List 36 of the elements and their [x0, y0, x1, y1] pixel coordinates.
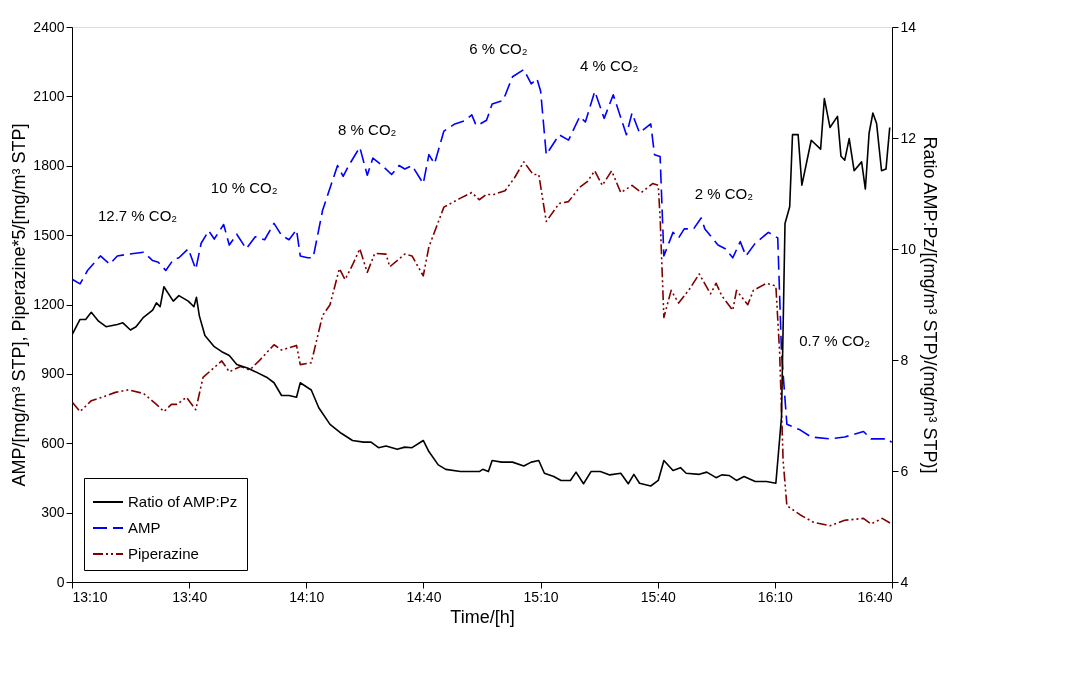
y-tick-label: 600: [41, 434, 65, 451]
x-axis-title: Time/[h]: [450, 606, 515, 627]
annotation: 10 % CO₂: [210, 178, 278, 196]
y-tick-label: 300: [41, 504, 65, 521]
y2-tick-label: 12: [900, 129, 917, 146]
x-tick-label: 16:10: [757, 588, 794, 605]
x-tick-label: 13:40: [172, 588, 208, 605]
y2-tick-label: 6: [900, 462, 909, 479]
legend-label: AMP: [128, 519, 161, 536]
y-tick-label: 2100: [33, 87, 65, 104]
annotation: 8 % CO₂: [338, 120, 397, 138]
y2-tick-label: 8: [900, 351, 909, 368]
y2-tick-label: 10: [900, 240, 917, 257]
annotation: 6 % CO₂: [469, 40, 528, 58]
annotation: 4 % CO₂: [579, 56, 639, 74]
annotation: 2 % CO₂: [694, 184, 754, 202]
y-tick-label: 2400: [33, 18, 65, 35]
x-tick-label: 15:10: [523, 588, 559, 605]
annotation: 0.7 % CO₂: [799, 331, 871, 349]
x-tick-label: 16:40: [857, 588, 893, 605]
y2-tick-label: 14: [900, 18, 917, 35]
y2-tick-label: 4: [900, 573, 909, 590]
annotation: 12.7 % CO₂: [98, 206, 178, 224]
y-tick-label: 1200: [33, 296, 65, 312]
x-tick-label: 15:40: [640, 588, 676, 605]
y-tick-label: 1800: [33, 157, 65, 174]
y-tick-label: 900: [41, 365, 65, 382]
legend-label: Piperazine: [128, 545, 199, 562]
x-tick-label: 14:40: [406, 588, 442, 605]
y2-axis-title: Ratio AMP:Pz/[(mg/m³ STP)/(mg/m³ STP)]: [920, 136, 941, 474]
y-axis-title: AMP/[mg/m³ STP], Piperazine*5/[mg/m³ STP]: [9, 123, 30, 487]
legend-label: Ratio of AMP:Pz: [128, 493, 238, 510]
x-tick-label: 13:10: [72, 588, 108, 605]
y-tick-label: 0: [56, 573, 65, 590]
y-tick-label: 1500: [33, 226, 65, 243]
x-tick-label: 14:10: [289, 588, 325, 605]
